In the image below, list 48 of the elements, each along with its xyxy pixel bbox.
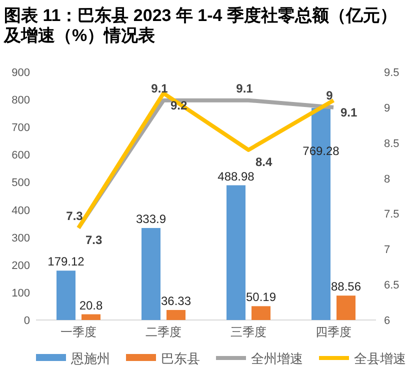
y-tick-label: 600 [12,150,30,162]
x-tick-label: 一季度 [60,325,96,339]
y-tick-label: 0 [24,315,30,327]
y-tick-label: 400 [12,204,30,217]
bar [142,228,160,320]
data-label: 7.3 [86,232,103,247]
y-tick-label: 500 [12,177,30,190]
data-label: 488.98 [218,169,255,184]
bar [226,185,246,320]
legend-label: 恩施州 [70,351,110,366]
y2-tick-label: 6.5 [384,280,400,292]
legend-label: 巴东县 [161,351,200,366]
y2-tick-label: 9.5 [384,67,400,79]
data-label: 9.1 [340,105,358,120]
y2-tick-label: 9 [384,102,390,114]
data-label: 9.1 [236,81,254,96]
x-tick-label: 四季度 [316,325,352,339]
data-label: 179.12 [48,254,85,269]
y2-tick-label: 7.5 [384,208,400,221]
data-label: 7.3 [66,208,84,223]
y-tick-label: 700 [12,122,30,134]
data-label: 20.8 [79,298,103,312]
y-tick-label: 300 [12,232,30,244]
y-tick-label: 800 [12,94,30,107]
data-label: 9 [326,88,334,102]
x-tick-label: 三季度 [230,325,266,339]
data-label: 8.4 [256,154,273,169]
data-label: 88.56 [330,280,362,294]
data-label: 9.1 [151,81,168,96]
legend-label: 全县增速 [354,351,406,366]
bar [252,306,270,320]
y-tick-label: 900 [12,67,30,79]
chart-title: 图表 11：巴东县 2023 年 1-4 季度社零总额（亿元）及增速（%）情况表 [4,6,398,46]
bar [82,314,100,320]
data-label: 50.19 [246,290,276,304]
x-tick-label: 二季度 [146,325,182,339]
y2-tick-label: 8.5 [384,138,400,150]
legend-label: 全州增速 [251,351,303,366]
bar [336,296,356,320]
y-tick-label: 100 [12,287,30,300]
data-label: 333.9 [136,212,166,226]
bar [56,270,76,320]
y2-tick-label: 8 [384,173,390,186]
data-label: 36.33 [160,294,192,308]
y-tick-label: 200 [12,260,30,272]
bar [166,310,186,320]
y2-tick-label: 7 [384,244,390,256]
y2-tick-label: 6 [384,315,390,327]
